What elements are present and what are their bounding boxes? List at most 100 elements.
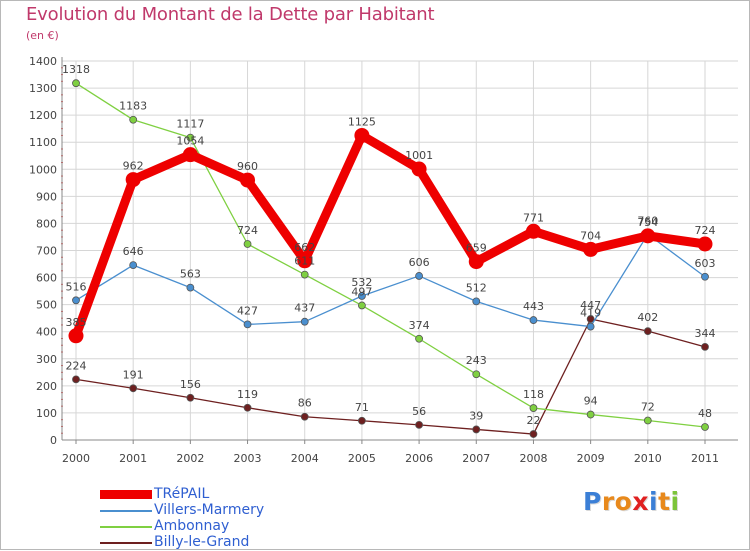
data-label: 224: [66, 359, 87, 372]
x-tick-label: 2008: [519, 452, 547, 465]
data-label: 662: [294, 241, 315, 254]
point-1: [358, 292, 366, 300]
logo-letter: o: [614, 487, 633, 516]
point-1: [529, 316, 538, 324]
data-label: 659: [466, 242, 487, 255]
data-label: 1054: [176, 135, 204, 148]
point-0: [525, 223, 541, 239]
point-2: [643, 416, 652, 425]
x-tick-label: 2005: [348, 452, 376, 465]
legend-label: TRéPAIL: [154, 486, 210, 502]
y-tick-label: 0: [50, 434, 57, 447]
y-tick-label: 600: [36, 272, 57, 285]
point-1: [243, 320, 252, 329]
logo-letter: i: [649, 487, 659, 516]
data-label: 119: [237, 388, 258, 401]
y-tick-label: 1300: [29, 82, 57, 95]
data-label: 191: [123, 368, 144, 381]
point-3: [415, 420, 423, 429]
data-label: 39: [469, 409, 483, 422]
data-label: 1117: [176, 118, 204, 131]
point-2: [586, 410, 595, 419]
y-tick-label: 800: [36, 217, 57, 230]
logo-letter: r: [601, 487, 615, 516]
x-tick-label: 2004: [291, 452, 319, 465]
data-label: 1125: [348, 115, 376, 128]
data-label: 72: [641, 401, 655, 414]
data-label: 603: [695, 257, 716, 270]
data-label: 56: [412, 405, 426, 418]
point-0: [182, 147, 198, 163]
data-label: 611: [294, 255, 315, 268]
series-line-3: [75, 318, 706, 435]
y-tick-label: 1000: [29, 163, 57, 176]
y-tick-label: 500: [36, 299, 57, 312]
x-tick-label: 2011: [691, 452, 719, 465]
data-label: 447: [580, 299, 601, 312]
point-1: [129, 261, 138, 270]
data-label: 344: [695, 327, 716, 340]
point-0: [411, 161, 427, 177]
data-label: 760: [637, 214, 658, 227]
series: [68, 79, 713, 438]
data-label: 704: [580, 229, 601, 242]
point-3: [472, 425, 481, 434]
point-2: [300, 270, 309, 279]
point-1: [472, 297, 481, 306]
data-label: 724: [237, 224, 258, 237]
x-tick-label: 2010: [634, 452, 662, 465]
point-2: [701, 423, 709, 431]
data-label: 724: [695, 224, 716, 237]
point-3: [300, 412, 309, 421]
data-label: 443: [523, 300, 544, 313]
data-label: 402: [637, 311, 658, 324]
data-label: 437: [294, 302, 315, 315]
legend-swatch: [100, 510, 152, 512]
data-labels: 224 191 156 119 86 71 56 39 22 447 402 344 1318 1183 1…: [62, 63, 716, 427]
x-tick-label: 2003: [234, 452, 262, 465]
point-2: [186, 133, 195, 142]
axes: 0 100 200 300 400 500 600 700 800 900 1000 1100 1200…: [29, 55, 738, 465]
y-tick-label: 200: [36, 380, 57, 393]
y-tick-label: 1200: [29, 109, 57, 122]
data-label: 48: [698, 407, 712, 420]
point-1: [72, 296, 80, 305]
data-label: 960: [237, 160, 258, 173]
point-2: [129, 115, 138, 124]
data-label: 512: [466, 281, 487, 294]
x-tick-label: 2006: [405, 452, 433, 465]
data-label: 771: [523, 211, 544, 224]
data-label: 374: [409, 319, 430, 332]
logo-letter: P: [583, 487, 602, 516]
data-label: 71: [355, 401, 369, 414]
point-1: [701, 272, 709, 281]
point-3: [186, 393, 195, 402]
x-tick-label: 2009: [577, 452, 605, 465]
chart-title: Evolution du Montant de la Dette par Hab…: [26, 4, 435, 25]
grid: [62, 60, 738, 440]
x-tick-label: 2002: [176, 452, 204, 465]
point-2: [243, 240, 252, 248]
point-2: [72, 79, 80, 88]
data-label: 646: [123, 245, 144, 258]
y-tick-label: 300: [36, 353, 57, 366]
data-label: 606: [409, 256, 430, 269]
data-label: 962: [123, 160, 144, 173]
point-3: [701, 342, 709, 351]
series-line-1: [75, 233, 706, 328]
point-3: [72, 375, 80, 384]
point-3: [586, 315, 595, 323]
point-0: [125, 172, 141, 188]
point-3: [529, 430, 538, 438]
data-label: 86: [298, 397, 312, 410]
data-label: 516: [66, 280, 87, 293]
legend-label: Ambonnay: [154, 518, 230, 534]
y-tick-label: 1100: [29, 136, 57, 149]
point-0: [68, 328, 84, 344]
point-2: [358, 301, 366, 310]
x-tick-label: 2007: [462, 452, 490, 465]
logo-letter: x: [632, 487, 649, 516]
data-label: 497: [351, 285, 372, 298]
legend-label: Villers-Marmery: [154, 502, 265, 518]
y-tick-label: 900: [36, 190, 57, 203]
